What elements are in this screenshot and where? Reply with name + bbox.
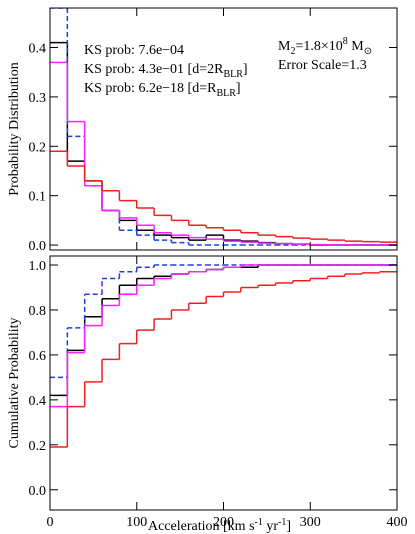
legend-entry: KS prob: 7.6e−04 <box>84 43 184 58</box>
text-part: ] <box>236 81 241 96</box>
text-part: Acceleration [km s <box>148 519 255 534</box>
text-part: M <box>348 39 365 54</box>
y-tick-label: 0.6 <box>29 349 47 364</box>
series <box>50 270 397 448</box>
text-part: KS prob: 6.2e−18 [d=R <box>84 81 217 96</box>
text-part: KS prob: 7.6e−04 <box>84 43 184 58</box>
y-tick-label: 0.4 <box>29 42 47 57</box>
y-tick-label: 0.4 <box>29 394 47 409</box>
legend-entry: KS prob: 4.3e−01 [d=2RBLR] <box>84 62 248 80</box>
annotation: M2=1.8×108 M⊙ <box>278 36 372 57</box>
text-part: Error Scale=1.3 <box>278 58 367 73</box>
y-tick-label: 0.0 <box>29 484 47 499</box>
y-tick-label: 1.0 <box>29 259 47 274</box>
text-part: ] <box>286 519 291 534</box>
series <box>50 150 397 243</box>
text-part: BLR <box>216 88 236 99</box>
y-axis-label: Cumulative Probability <box>7 317 22 448</box>
x-tick-label: 0 <box>47 515 54 530</box>
legend-entry: KS prob: 6.2e−18 [d=RBLR] <box>84 81 241 99</box>
y-tick-label: 0.2 <box>29 140 47 155</box>
text-part: -1 <box>255 517 263 528</box>
text-part: ] <box>243 62 248 77</box>
x-tick-label: 100 <box>126 515 147 530</box>
text-part: 2 <box>290 46 295 57</box>
x-tick-label: 400 <box>387 515 408 530</box>
text-part: ⊙ <box>364 46 372 57</box>
y-axis-label: Probability Distribution <box>7 62 22 195</box>
series <box>50 264 397 408</box>
y-tick-label: 0.2 <box>29 439 47 454</box>
y-tick-label: 0.3 <box>29 91 47 106</box>
x-tick-label: 200 <box>213 515 234 530</box>
text-part: yr <box>263 519 279 534</box>
x-tick-label: 300 <box>300 515 321 530</box>
text-part: M <box>278 39 291 54</box>
y-tick-label: 0.8 <box>29 304 47 319</box>
text-part: KS prob: 4.3e−01 [d=2R <box>84 62 224 77</box>
text-part: BLR <box>223 69 243 80</box>
x-axis-label: Acceleration [km s-1 yr-1] <box>148 517 291 534</box>
text-part: -1 <box>278 517 286 528</box>
annotation: Error Scale=1.3 <box>278 58 367 73</box>
text-part: =1.8×10 <box>295 39 342 54</box>
y-tick-label: 0.0 <box>29 239 47 254</box>
y-tick-label: 0.1 <box>29 190 47 205</box>
text-part: 8 <box>343 36 348 47</box>
